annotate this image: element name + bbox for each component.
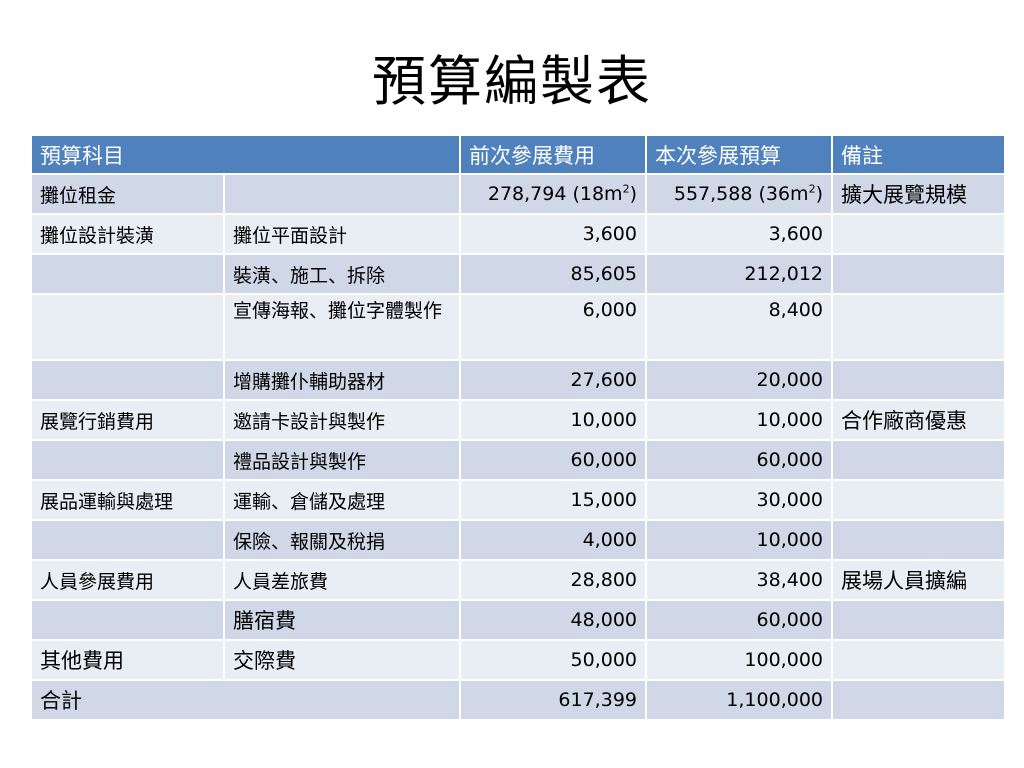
paren-close: ) <box>629 183 637 205</box>
remark-cell <box>831 293 1006 361</box>
category-cell <box>30 293 225 361</box>
remark-cell <box>831 639 1006 681</box>
current-budget-cell: 10,000 <box>645 519 833 561</box>
total-previous-cost: 617,399 <box>459 679 647 721</box>
category-cell <box>30 439 225 481</box>
remark-cell <box>831 213 1006 255</box>
current-budget-cell: 38,400 <box>645 559 833 601</box>
previous-cost-cell: 15,000 <box>459 479 647 521</box>
current-budget-cell: 60,000 <box>645 439 833 481</box>
remark-cell: 擴大展覽規模 <box>831 173 1006 215</box>
total-label: 合計 <box>30 679 461 721</box>
budget-table: 預算科目 前次參展費用 本次參展預算 備註 攤位租金 278,794 (18m2… <box>30 134 1006 721</box>
category-cell: 攤位設計裝潢 <box>30 213 225 255</box>
table-row: 攤位設計裝潢 攤位平面設計 3,600 3,600 <box>30 213 1006 255</box>
remark-cell <box>831 599 1006 641</box>
previous-cost-cell: 60,000 <box>459 439 647 481</box>
current-budget-cell: 30,000 <box>645 479 833 521</box>
previous-cost-value: 278,794 (18m <box>487 183 623 205</box>
previous-cost-cell: 278,794 (18m2) <box>459 173 647 215</box>
current-budget-cell: 212,012 <box>645 253 833 295</box>
category-cell: 攤位租金 <box>30 173 225 215</box>
current-budget-cell: 20,000 <box>645 359 833 401</box>
table-row: 保險、報關及稅捐 4,000 10,000 <box>30 519 1006 561</box>
header-current-budget: 本次參展預算 <box>645 134 833 175</box>
total-current-budget: 1,100,000 <box>645 679 833 721</box>
table-row: 禮品設計與製作 60,000 60,000 <box>30 439 1006 481</box>
previous-cost-cell: 27,600 <box>459 359 647 401</box>
current-budget-cell: 3,600 <box>645 213 833 255</box>
previous-cost-cell: 50,000 <box>459 639 647 681</box>
header-budget-item: 預算科目 <box>30 134 461 175</box>
current-budget-cell: 100,000 <box>645 639 833 681</box>
category-cell <box>30 599 225 641</box>
item-cell: 攤位平面設計 <box>223 213 461 255</box>
remark-cell <box>831 359 1006 401</box>
item-cell: 保險、報關及稅捐 <box>223 519 461 561</box>
category-cell <box>30 253 225 295</box>
remark-cell <box>831 519 1006 561</box>
total-row: 合計 617,399 1,100,000 <box>30 679 1006 721</box>
item-cell <box>223 173 461 215</box>
remark-cell <box>831 439 1006 481</box>
header-remarks: 備註 <box>831 134 1006 175</box>
page-title: 預算編製表 <box>372 50 652 113</box>
item-cell: 膳宿費 <box>223 599 461 641</box>
previous-cost-cell: 28,800 <box>459 559 647 601</box>
item-cell: 增購攤仆輔助器材 <box>223 359 461 401</box>
current-budget-cell: 10,000 <box>645 399 833 441</box>
item-cell: 禮品設計與製作 <box>223 439 461 481</box>
previous-cost-cell: 6,000 <box>459 293 647 361</box>
table-row: 裝潢、施工、拆除 85,605 212,012 <box>30 253 1006 295</box>
remark-cell <box>831 253 1006 295</box>
category-cell <box>30 519 225 561</box>
table-row: 展覽行銷費用 邀請卡設計與製作 10,000 10,000 合作廠商優惠 <box>30 399 1006 441</box>
current-budget-value: 557,588 (36m <box>673 183 809 205</box>
table-row: 展品運輸與處理 運輸、倉儲及處理 15,000 30,000 <box>30 479 1006 521</box>
item-cell: 交際費 <box>223 639 461 681</box>
item-cell: 裝潢、施工、拆除 <box>223 253 461 295</box>
table-row: 增購攤仆輔助器材 27,600 20,000 <box>30 359 1006 401</box>
remark-cell: 展場人員擴編 <box>831 559 1006 601</box>
current-budget-cell: 8,400 <box>645 293 833 361</box>
unit-exponent: 2 <box>808 182 816 196</box>
unit-exponent: 2 <box>622 182 630 196</box>
previous-cost-cell: 48,000 <box>459 599 647 641</box>
category-cell: 展品運輸與處理 <box>30 479 225 521</box>
table-row: 宣傳海報、攤位字體製作 6,000 8,400 <box>30 293 1006 361</box>
category-cell <box>30 359 225 401</box>
previous-cost-cell: 3,600 <box>459 213 647 255</box>
remark-cell <box>831 479 1006 521</box>
item-cell: 人員差旅費 <box>223 559 461 601</box>
table-row: 人員參展費用 人員差旅費 28,800 38,400 展場人員擴編 <box>30 559 1006 601</box>
item-cell: 運輸、倉儲及處理 <box>223 479 461 521</box>
header-previous-cost: 前次參展費用 <box>459 134 647 175</box>
total-remark <box>831 679 1006 721</box>
current-budget-cell: 60,000 <box>645 599 833 641</box>
item-cell: 宣傳海報、攤位字體製作 <box>223 293 461 361</box>
item-cell: 邀請卡設計與製作 <box>223 399 461 441</box>
previous-cost-cell: 4,000 <box>459 519 647 561</box>
previous-cost-cell: 10,000 <box>459 399 647 441</box>
table-row: 攤位租金 278,794 (18m2) 557,588 (36m2) 擴大展覽規… <box>30 173 1006 215</box>
table-row: 膳宿費 48,000 60,000 <box>30 599 1006 641</box>
current-budget-cell: 557,588 (36m2) <box>645 173 833 215</box>
category-cell: 展覽行銷費用 <box>30 399 225 441</box>
table-header-row: 預算科目 前次參展費用 本次參展預算 備註 <box>30 134 1006 175</box>
remark-cell: 合作廠商優惠 <box>831 399 1006 441</box>
table-row: 其他費用 交際費 50,000 100,000 <box>30 639 1006 681</box>
paren-close: ) <box>815 183 823 205</box>
previous-cost-cell: 85,605 <box>459 253 647 295</box>
category-cell: 人員參展費用 <box>30 559 225 601</box>
category-cell: 其他費用 <box>30 639 225 681</box>
